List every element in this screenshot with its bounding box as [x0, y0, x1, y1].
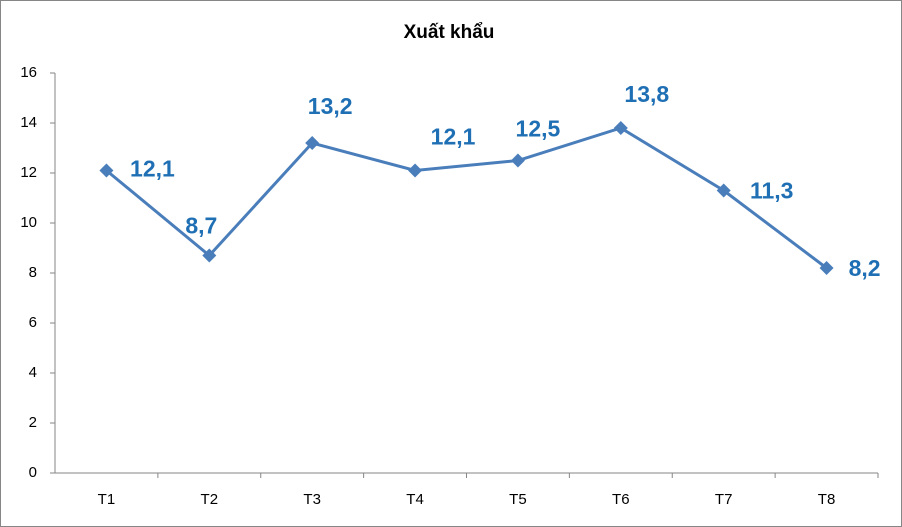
data-point: [202, 248, 217, 263]
x-tick-label: T4: [406, 491, 424, 508]
x-tick-label: T5: [509, 491, 527, 508]
data-line: [105, 126, 828, 270]
value-label: 8,7: [185, 213, 217, 239]
value-label: 12,1: [431, 124, 476, 150]
y-tick-label: 16: [20, 64, 37, 81]
y-tick-label: 8: [29, 264, 37, 281]
data-point: [613, 121, 628, 135]
data-point: [510, 153, 525, 168]
x-tick-label: T3: [303, 491, 321, 508]
y-tick-label: 0: [29, 464, 37, 481]
value-label: 12,5: [516, 116, 561, 142]
x-tick-label: T8: [818, 491, 836, 508]
x-tick-label: T1: [98, 491, 116, 508]
y-tick-label: 14: [20, 114, 37, 131]
value-label: 12,1: [130, 156, 175, 182]
value-label: 13,2: [308, 93, 353, 119]
y-tick-label: 6: [29, 314, 37, 331]
data-point: [99, 163, 114, 178]
data-point: [716, 183, 731, 198]
y-tick-label: 4: [29, 364, 37, 381]
data-point: [305, 136, 320, 150]
value-label: 13,8: [624, 81, 669, 107]
y-tick-label: 10: [20, 214, 37, 231]
data-point: [819, 261, 834, 275]
x-tick-label: T2: [201, 491, 219, 508]
data-point: [408, 163, 423, 178]
y-tick-label: 12: [20, 164, 37, 181]
value-label: 8,2: [849, 255, 881, 281]
x-tick-label: T6: [612, 491, 630, 508]
chart-title: Xuất khẩu: [404, 22, 495, 43]
value-label: 11,3: [750, 178, 794, 204]
y-tick-label: 2: [29, 414, 37, 431]
x-tick-label: T7: [715, 491, 733, 508]
